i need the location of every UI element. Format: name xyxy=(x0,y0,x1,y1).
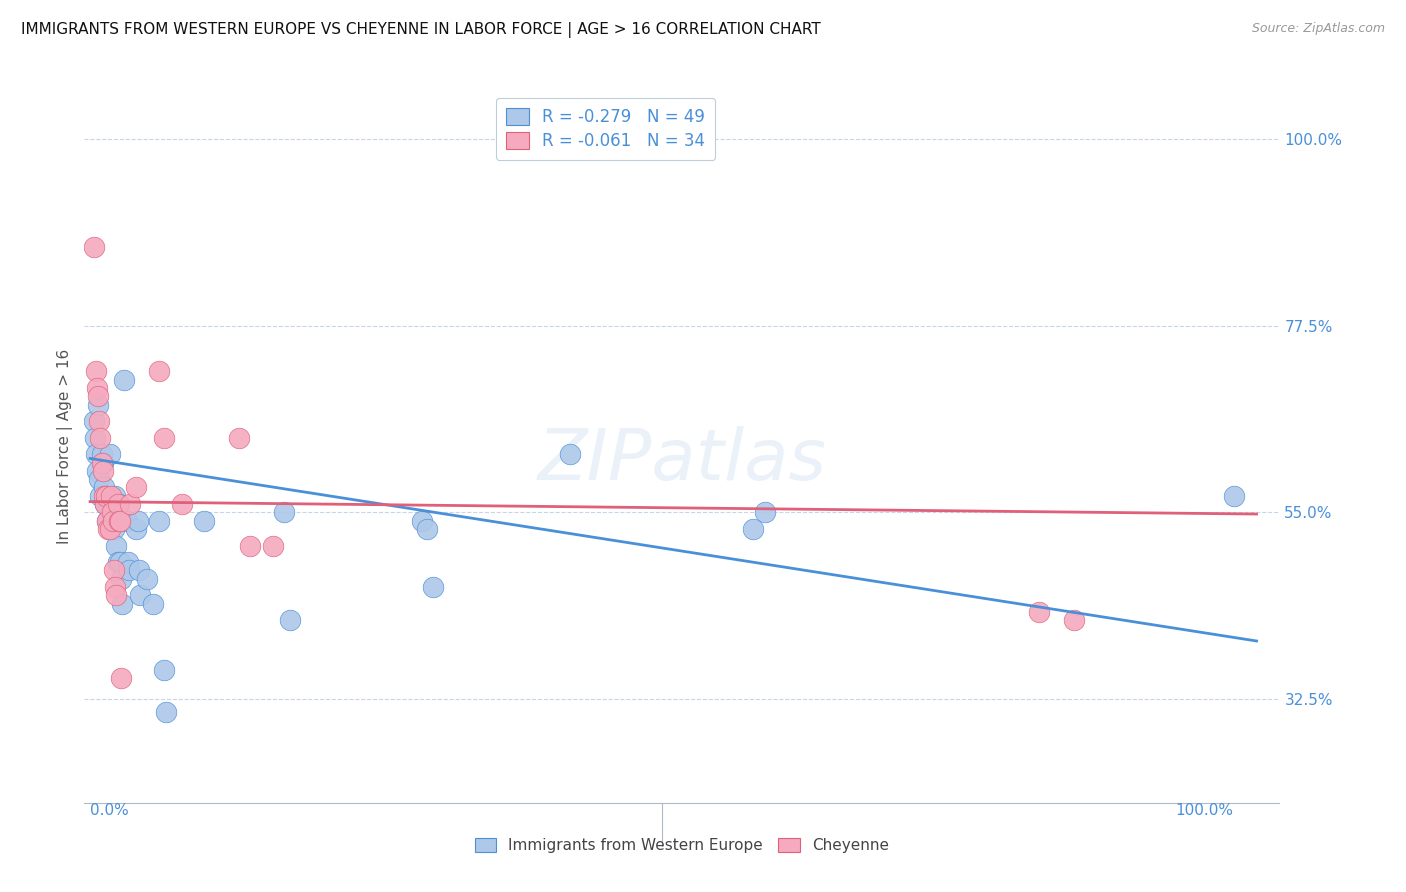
Point xyxy=(129,588,152,602)
Point xyxy=(94,497,117,511)
Point xyxy=(97,522,120,536)
Point xyxy=(87,389,110,403)
Point xyxy=(101,514,124,528)
Point xyxy=(108,514,131,528)
Point xyxy=(273,505,295,519)
Point xyxy=(104,580,127,594)
Point xyxy=(97,497,120,511)
Point xyxy=(142,597,165,611)
Point xyxy=(110,572,132,586)
Point xyxy=(128,564,150,578)
Point xyxy=(125,481,148,495)
Point xyxy=(153,431,176,445)
Point xyxy=(110,671,132,685)
Point xyxy=(107,555,129,569)
Text: Source: ZipAtlas.com: Source: ZipAtlas.com xyxy=(1251,22,1385,36)
Point xyxy=(262,539,284,553)
Point xyxy=(136,572,159,586)
Point xyxy=(153,663,176,677)
Point xyxy=(239,539,262,553)
Point xyxy=(278,613,301,627)
Point xyxy=(94,489,117,503)
Point xyxy=(100,489,122,503)
Point xyxy=(89,489,111,503)
Point xyxy=(754,505,776,519)
Point xyxy=(112,373,135,387)
Point xyxy=(1063,613,1085,627)
Point xyxy=(103,522,125,536)
Text: ZIPatlas: ZIPatlas xyxy=(537,425,827,495)
Point xyxy=(104,489,127,503)
Point xyxy=(100,497,122,511)
Point xyxy=(228,431,250,445)
Point xyxy=(416,522,439,536)
Text: IMMIGRANTS FROM WESTERN EUROPE VS CHEYENNE IN LABOR FORCE | AGE > 16 CORRELATION: IMMIGRANTS FROM WESTERN EUROPE VS CHEYEN… xyxy=(21,22,821,38)
Point xyxy=(1028,605,1050,619)
Point xyxy=(101,514,124,528)
Point xyxy=(96,514,118,528)
Point xyxy=(93,481,115,495)
Point xyxy=(111,597,134,611)
Point xyxy=(83,240,105,254)
Point xyxy=(105,539,128,553)
Point xyxy=(742,522,765,536)
Point xyxy=(148,364,170,378)
Point xyxy=(83,414,105,428)
Point xyxy=(101,505,124,519)
Point xyxy=(107,497,129,511)
Point xyxy=(91,464,114,478)
Y-axis label: In Labor Force | Age > 16: In Labor Force | Age > 16 xyxy=(58,349,73,543)
Point xyxy=(422,580,444,594)
Point xyxy=(86,381,108,395)
Point xyxy=(83,431,105,445)
Point xyxy=(86,464,108,478)
Point xyxy=(89,431,111,445)
Point xyxy=(105,588,128,602)
Point xyxy=(89,472,111,486)
Point xyxy=(108,555,131,569)
Point xyxy=(170,497,193,511)
Point xyxy=(118,564,141,578)
Point xyxy=(107,497,129,511)
Point xyxy=(125,522,148,536)
Point xyxy=(94,497,117,511)
Point xyxy=(411,514,433,528)
Text: 100.0%: 100.0% xyxy=(1175,803,1233,818)
Point xyxy=(107,514,129,528)
Text: 0.0%: 0.0% xyxy=(90,803,129,818)
Point xyxy=(87,397,110,411)
Point xyxy=(115,514,138,528)
Point xyxy=(84,364,107,378)
Point xyxy=(127,514,149,528)
Point xyxy=(93,489,115,503)
Point xyxy=(1222,489,1244,503)
Point xyxy=(90,447,112,461)
Point xyxy=(193,514,215,528)
Point xyxy=(148,514,170,528)
Legend: Immigrants from Western Europe, Cheyenne: Immigrants from Western Europe, Cheyenne xyxy=(468,831,896,859)
Point xyxy=(155,705,177,719)
Point xyxy=(560,447,582,461)
Point xyxy=(98,447,121,461)
Point xyxy=(94,489,117,503)
Point xyxy=(117,555,139,569)
Point xyxy=(96,514,118,528)
Point xyxy=(90,456,112,470)
Point xyxy=(103,564,125,578)
Point xyxy=(84,447,107,461)
Point xyxy=(91,456,114,470)
Point xyxy=(89,414,111,428)
Point xyxy=(101,505,124,519)
Point xyxy=(120,497,142,511)
Point xyxy=(98,522,121,536)
